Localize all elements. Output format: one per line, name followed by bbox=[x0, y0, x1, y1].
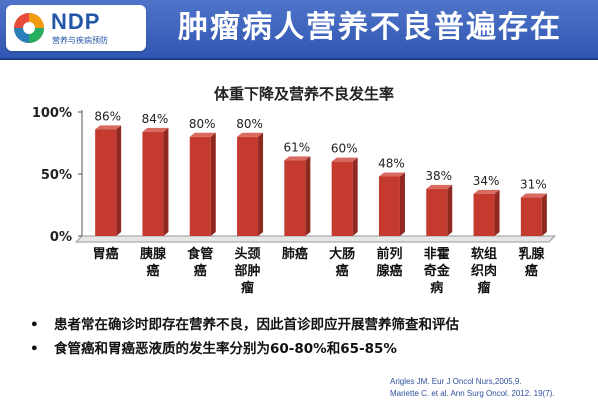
bar-side bbox=[352, 157, 358, 236]
bar-top bbox=[520, 193, 547, 198]
data-label: 80% bbox=[236, 117, 263, 131]
logo: NDP 营养与疾病预防 bbox=[6, 5, 146, 51]
bar-top bbox=[378, 172, 405, 177]
bar-side bbox=[258, 132, 264, 236]
bullet-list: • 患者常在确诊时即存在营养不良，因此首诊即应开展营养筛查和评估 • 食管癌和胃… bbox=[26, 313, 596, 361]
bar-top bbox=[237, 132, 264, 137]
x-tick-label: 胰腺 bbox=[140, 246, 167, 262]
x-tick-label: 病 bbox=[430, 280, 443, 296]
data-label: 48% bbox=[378, 156, 405, 170]
bullet-text: 患者常在确诊时即存在营养不良，因此首诊即应开展营养筛查和评估 bbox=[54, 317, 459, 333]
x-tick-label: 软组 bbox=[471, 246, 497, 262]
bar-side bbox=[116, 125, 122, 236]
data-label: 84% bbox=[142, 112, 169, 126]
x-tick-label: 非霍 bbox=[424, 246, 450, 262]
bullet-marker: • bbox=[30, 317, 39, 333]
x-tick-label: 食管 bbox=[187, 246, 213, 262]
chart-floor bbox=[74, 235, 557, 243]
data-label: 61% bbox=[284, 140, 311, 154]
bar-top bbox=[284, 156, 311, 161]
bar bbox=[237, 136, 259, 236]
x-tick-label: 瘤 bbox=[241, 280, 254, 296]
bar bbox=[189, 136, 211, 236]
data-label: 31% bbox=[520, 178, 547, 192]
bar-side bbox=[305, 156, 311, 236]
chart-title: 体重下降及营养不良发生率 bbox=[213, 85, 394, 103]
logo-subtitle: 营养与疾病预防 bbox=[52, 36, 108, 45]
data-label: 86% bbox=[94, 109, 121, 123]
x-tick-label: 胃癌 bbox=[93, 246, 119, 262]
x-tick-label: 癌 bbox=[336, 263, 349, 279]
data-label: 60% bbox=[331, 142, 358, 156]
logo-icon bbox=[14, 13, 44, 43]
x-tick-label: 瘤 bbox=[478, 280, 491, 296]
x-tick-label: 癌 bbox=[525, 263, 538, 279]
bar bbox=[331, 161, 353, 236]
header-banner: NDP 营养与疾病预防 肿瘤病人营养不良普遍存在 bbox=[0, 0, 598, 60]
reference-item: Arigles JM. Eur J Oncol Nurs,2005,9. bbox=[390, 377, 522, 386]
bar bbox=[520, 197, 542, 236]
page-title: 肿瘤病人营养不良普遍存在 bbox=[178, 10, 562, 45]
bar-side bbox=[210, 132, 216, 236]
bullet-text: 食管癌和胃癌恶液质的发生率分别为60-80%和65-85% bbox=[54, 341, 397, 357]
bar bbox=[95, 129, 117, 236]
x-tick-label: 腺癌 bbox=[376, 263, 402, 279]
x-tick-label: 奇金 bbox=[424, 263, 451, 279]
bar-side bbox=[541, 193, 547, 236]
bullet-marker: • bbox=[30, 341, 39, 357]
bar-side bbox=[399, 172, 405, 236]
reference-item: Mariette C. et al. Ann Surg Oncol. 2012.… bbox=[390, 389, 555, 398]
bar-side bbox=[163, 127, 169, 236]
data-label: 38% bbox=[425, 169, 452, 183]
y-tick-label: 0% bbox=[50, 230, 72, 245]
data-label: 34% bbox=[473, 174, 500, 188]
references: Arigles JM. Eur J Oncol Nurs,2005,9. Mar… bbox=[390, 376, 590, 400]
x-tick-label: 乳腺 bbox=[518, 246, 545, 262]
bar-top bbox=[426, 184, 453, 189]
bar bbox=[142, 131, 164, 236]
bar-top bbox=[331, 157, 358, 162]
bullet-item: • 食管癌和胃癌恶液质的发生率分别为60-80%和65-85% bbox=[26, 337, 596, 361]
bullet-item: • 患者常在确诊时即存在营养不良，因此首诊即应开展营养筛查和评估 bbox=[26, 313, 596, 337]
bar bbox=[284, 160, 306, 236]
x-tick-label: 织肉 bbox=[471, 263, 497, 279]
x-tick-label: 肺癌 bbox=[282, 246, 308, 262]
bar-top bbox=[189, 132, 216, 137]
bar bbox=[378, 176, 400, 236]
data-label: 80% bbox=[189, 117, 216, 131]
x-tick-label: 前列 bbox=[376, 246, 402, 262]
x-tick-label: 头颈 bbox=[235, 246, 261, 262]
x-tick-label: 癌 bbox=[194, 263, 207, 279]
bar-top bbox=[95, 125, 122, 130]
bar-top bbox=[473, 189, 500, 194]
bar-chart: 0%50%100% 86%胃癌84%胰腺癌80%食管癌80%头颈部肿瘤61%肺癌6… bbox=[32, 106, 557, 296]
bar bbox=[426, 188, 448, 236]
bar-side bbox=[494, 189, 500, 236]
bar bbox=[473, 193, 495, 236]
y-tick-label: 50% bbox=[41, 168, 72, 183]
bar-top bbox=[142, 127, 169, 132]
bar-side bbox=[447, 184, 453, 236]
x-tick-label: 部肿 bbox=[235, 263, 261, 279]
logo-text: NDP bbox=[51, 9, 101, 34]
x-tick-label: 大肠 bbox=[329, 246, 355, 262]
y-tick-label: 100% bbox=[32, 106, 72, 121]
x-tick-label: 癌 bbox=[146, 263, 159, 279]
